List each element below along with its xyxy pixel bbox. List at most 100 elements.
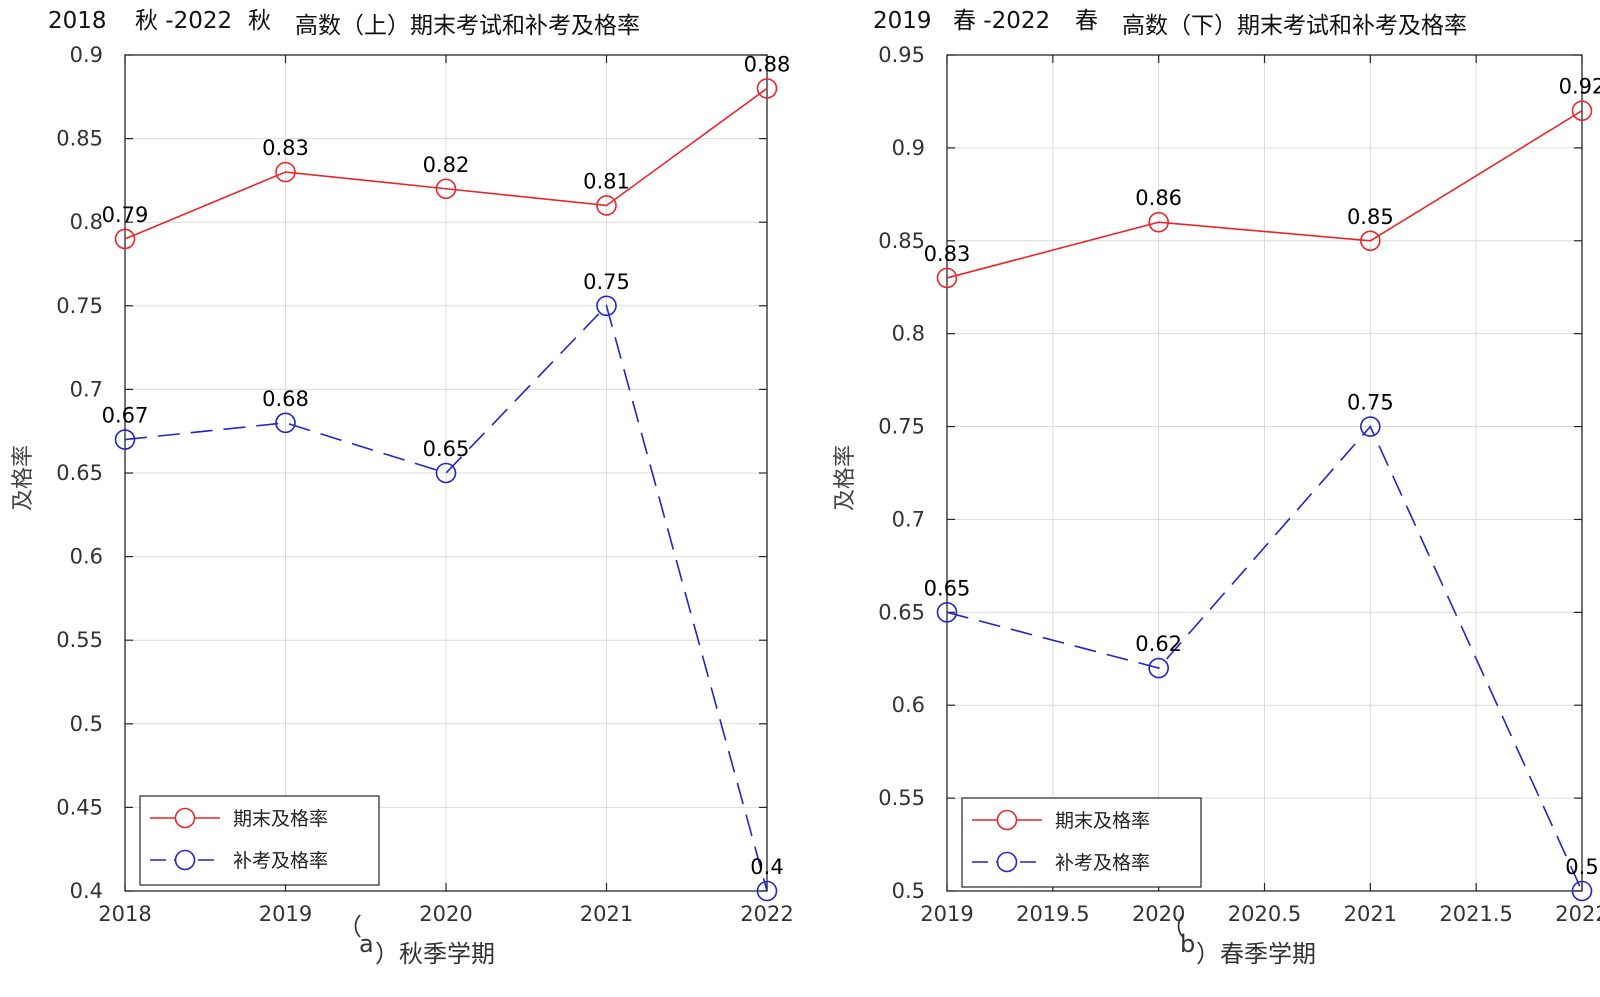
y-tick-label: 0.4: [70, 879, 103, 903]
data-point-marker: [435, 178, 457, 200]
data-point-marker: [1571, 100, 1593, 122]
series-line: [124, 87, 768, 240]
legend-entry: 补考及格率: [150, 849, 328, 872]
legend-marker: [174, 807, 196, 829]
chart-title-part: 秋: [248, 8, 271, 34]
chart-title-part: 2019: [873, 8, 932, 34]
subfigure-caption-part: b: [1180, 930, 1195, 958]
data-label: 0.83: [262, 136, 309, 160]
y-tick-label: 0.75: [56, 294, 103, 318]
data-label: 0.65: [423, 437, 470, 461]
series-final-exam: 0.83 0.86 0.85 0.92: [924, 75, 1600, 289]
data-label: 0.85: [1347, 205, 1394, 229]
data-label: 0.5: [1565, 855, 1598, 879]
data-label: 0.92: [1559, 75, 1600, 99]
data-point-marker: [1148, 657, 1169, 679]
data-label: 0.65: [924, 576, 971, 600]
x-tick-label: 2021: [1344, 902, 1397, 926]
data-point-marker: [936, 602, 958, 623]
chart-title-part: 春 -2022: [953, 8, 1050, 34]
y-tick-label: 0.55: [56, 628, 103, 652]
x-tick-label: 2020: [419, 902, 472, 926]
y-tick-label: 0.65: [56, 461, 103, 485]
subfigure-caption-part: （: [338, 913, 362, 941]
legend-label: 期末及格率: [1055, 810, 1150, 832]
y-tick-label: 0.5: [70, 712, 103, 736]
legend-label: 补考及格率: [1055, 852, 1150, 874]
y-tick-label: 0.7: [892, 507, 925, 531]
y-tick-label: 0.55: [878, 786, 925, 810]
data-point-marker: [435, 462, 457, 484]
x-tick-label: 2021: [580, 902, 633, 926]
data-label: 0.88: [744, 52, 791, 76]
data-point-marker: [756, 78, 778, 99]
chart-title-part: 高数（下）期末考试和补考及格率: [1122, 13, 1467, 39]
legend-entry: 期末及格率: [972, 809, 1150, 832]
x-tick-label: 2018: [98, 902, 151, 926]
data-point-marker: [114, 228, 136, 250]
y-tick-label: 0.9: [70, 43, 103, 67]
data-label: 0.79: [102, 203, 149, 227]
legend-label: 补考及格率: [233, 850, 328, 872]
data-point-marker: [596, 295, 617, 317]
legend-marker: [174, 849, 196, 871]
subfigure-caption-part: （: [1161, 913, 1185, 941]
legend-marker: [996, 851, 1018, 873]
chart-title-part: 春: [1075, 8, 1098, 34]
series-line: [946, 425, 1583, 892]
y-tick-label: 0.5: [892, 879, 925, 903]
data-point-marker: [936, 267, 958, 289]
y-axis-label: 及格率: [11, 445, 36, 511]
chart-title-part: 高数（上）期末考试和补考及格率: [295, 13, 640, 39]
data-point-marker: [756, 880, 778, 902]
data-point-marker: [1148, 211, 1169, 233]
y-tick-label: 0.9: [892, 136, 925, 160]
chart-title-part: 秋 -2022: [135, 8, 232, 34]
y-tick-label: 0.95: [878, 43, 925, 67]
chart-b: 2019 2019.5 2020 2020.5 2021 2021.5 2022 0.5 0.5…: [833, 8, 1600, 968]
data-label: 0.67: [102, 404, 149, 428]
y-tick-label: 0.8: [70, 210, 103, 234]
x-tick-label: 2019: [259, 902, 312, 926]
data-label: 0.81: [583, 169, 630, 193]
y-tick-label: 0.7: [70, 377, 103, 401]
y-tick-label: 0.8: [892, 322, 925, 346]
y-tick-label: 0.6: [892, 693, 925, 717]
y-tick-label: 0.45: [56, 795, 103, 819]
legend-label: 期末及格率: [233, 808, 328, 830]
chart-a: 2018 2019 2020 2021 20220.40.450.50.550.60.6…: [11, 8, 794, 968]
data-point-marker: [1360, 416, 1381, 437]
x-tick-label: 2020.5: [1228, 902, 1301, 926]
legend-marker: [996, 809, 1018, 831]
x-tick-label: 2020: [1132, 902, 1185, 926]
x-tick-label: 2022: [1555, 902, 1600, 926]
series-line: [124, 304, 768, 892]
data-label: 0.83: [924, 242, 971, 266]
subfigure-caption-part: ）春季学期: [1196, 940, 1316, 968]
y-axis-label: 及格率: [833, 445, 858, 511]
data-point-marker: [1571, 880, 1593, 902]
data-point-marker: [114, 429, 136, 450]
data-label: 0.82: [423, 153, 470, 177]
series-makeup-exam: 0.67 0.68 0.65 0.75 0.4: [102, 270, 784, 902]
chart-title-part: 2018: [48, 8, 107, 34]
y-tick-label: 0.75: [878, 415, 925, 439]
subfigure-caption-part: ）秋季学期: [375, 940, 495, 968]
data-label: 0.86: [1135, 186, 1182, 210]
subfigure-caption-part: a: [359, 930, 374, 958]
y-tick-label: 0.85: [878, 229, 925, 253]
legend-entry: 期末及格率: [150, 807, 328, 830]
data-point-marker: [1360, 230, 1381, 252]
x-tick-label: 2019: [920, 902, 973, 926]
y-tick-label: 0.65: [878, 600, 925, 624]
x-tick-label: 2022: [740, 902, 793, 926]
data-point-marker: [596, 195, 617, 216]
data-label: 0.62: [1135, 632, 1182, 656]
series-final-exam: 0.79 0.83 0.82 0.81 0.88: [102, 52, 791, 250]
data-label: 0.4: [750, 855, 783, 879]
y-tick-label: 0.6: [70, 545, 103, 569]
